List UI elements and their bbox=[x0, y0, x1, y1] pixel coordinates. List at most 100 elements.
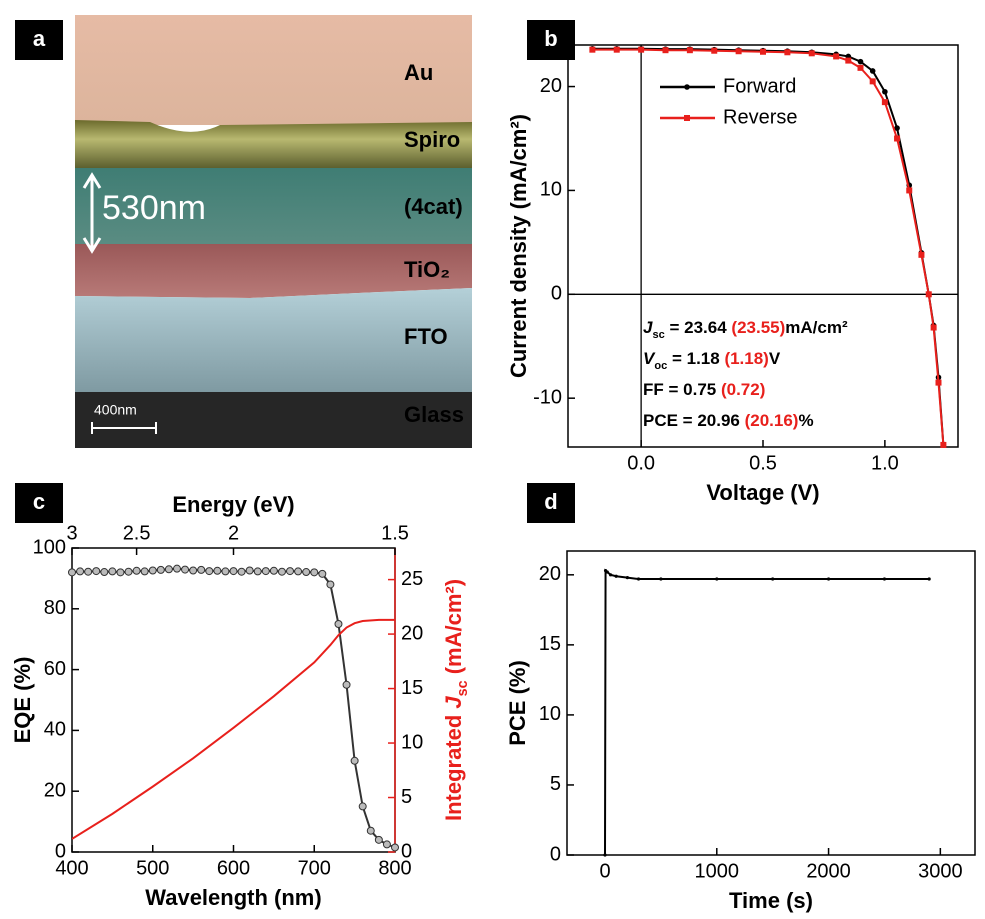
data-point bbox=[760, 48, 766, 55]
x-tick-label: 2000 bbox=[806, 860, 851, 882]
data-point bbox=[918, 251, 925, 258]
data-point bbox=[148, 566, 157, 575]
panel-label: c bbox=[33, 489, 45, 514]
data-point bbox=[221, 567, 230, 576]
text-part: (mA/cm²) bbox=[441, 579, 466, 680]
x-tick-label: 700 bbox=[298, 857, 331, 879]
data-point bbox=[124, 567, 133, 576]
x-tick-label: 800 bbox=[378, 857, 411, 879]
legend-label: Reverse bbox=[723, 106, 797, 128]
text-part: V bbox=[769, 349, 781, 368]
x-tick-label: 1000 bbox=[695, 860, 740, 882]
panel-label: b bbox=[544, 26, 557, 51]
layer-label: Glass bbox=[404, 402, 464, 427]
x-tick-label: 500 bbox=[136, 857, 169, 879]
y-tick-label: 20 bbox=[44, 779, 66, 801]
panel-label-box bbox=[527, 20, 575, 60]
plot-frame bbox=[566, 550, 976, 856]
data-point bbox=[869, 68, 876, 74]
data-point bbox=[237, 567, 246, 576]
data-point bbox=[382, 840, 391, 849]
data-point bbox=[213, 566, 222, 575]
annotation: PCE = 20.96 (20.16)% bbox=[643, 411, 814, 430]
x2-tick-label: 2 bbox=[228, 522, 239, 544]
data-point bbox=[116, 568, 125, 577]
panel-label-box bbox=[15, 20, 63, 60]
text-part: oc bbox=[654, 360, 667, 372]
data-point bbox=[181, 565, 190, 574]
data-point bbox=[894, 125, 900, 131]
data-point bbox=[374, 835, 383, 844]
data-point bbox=[686, 47, 693, 54]
data-point bbox=[662, 47, 669, 54]
annotation: Jsc = 23.64 (23.55)mA/cm² bbox=[643, 318, 848, 340]
data-point bbox=[684, 115, 690, 121]
x-tick-label: 0.0 bbox=[627, 452, 655, 474]
series-line bbox=[604, 568, 930, 855]
data-point bbox=[927, 577, 931, 581]
panel-label-box bbox=[15, 483, 63, 523]
data-point bbox=[613, 46, 620, 53]
data-point bbox=[605, 570, 609, 574]
data-point bbox=[882, 577, 887, 581]
y-tick-label: 0 bbox=[550, 843, 561, 865]
y2-tick-label: 0 bbox=[401, 840, 412, 862]
data-point bbox=[92, 567, 101, 576]
data-point bbox=[342, 680, 351, 689]
y2-tick-label: 10 bbox=[401, 731, 423, 753]
data-point bbox=[366, 826, 375, 835]
data-point bbox=[930, 324, 937, 331]
x2-axis-title: Energy (eV) bbox=[172, 492, 294, 517]
data-point bbox=[925, 291, 932, 298]
series-line bbox=[72, 618, 395, 840]
x-tick-label: 400 bbox=[55, 857, 88, 879]
data-point bbox=[318, 569, 327, 578]
data-point bbox=[711, 47, 718, 54]
y-tick-label: 5 bbox=[550, 773, 561, 795]
text-part: FF = 0.75 bbox=[643, 380, 721, 399]
data-point bbox=[603, 853, 607, 857]
x-axis-title: Voltage (V) bbox=[706, 480, 819, 505]
layer-perovskite bbox=[75, 168, 472, 244]
data-point bbox=[358, 802, 367, 811]
data-point bbox=[245, 566, 254, 575]
layer-fto bbox=[75, 288, 472, 392]
data-point bbox=[771, 577, 775, 581]
y-tick-label: 40 bbox=[44, 719, 66, 741]
layer-label: Spiro bbox=[404, 127, 460, 152]
data-point bbox=[935, 379, 942, 386]
data-point bbox=[881, 99, 888, 106]
layer-label: Au bbox=[404, 60, 433, 85]
data-point bbox=[84, 567, 93, 576]
data-point bbox=[784, 49, 791, 56]
layer-spiro bbox=[75, 120, 472, 168]
data-point bbox=[845, 57, 852, 64]
data-point bbox=[833, 53, 840, 60]
data-point bbox=[625, 576, 629, 580]
series-line bbox=[592, 48, 945, 445]
y-axis-title: Current density (mA/cm²) bbox=[506, 114, 531, 378]
sem-image: 530nm 400nm bbox=[75, 15, 472, 448]
layer-label: TiO₂ bbox=[404, 257, 450, 282]
text-part: (23.55) bbox=[731, 318, 785, 337]
data-point bbox=[940, 441, 947, 448]
layer-glass bbox=[75, 392, 472, 448]
data-point bbox=[189, 566, 198, 575]
y-tick-label: 15 bbox=[539, 633, 561, 655]
plot-frame bbox=[71, 547, 396, 853]
data-point bbox=[894, 135, 901, 142]
data-point bbox=[132, 566, 141, 575]
y-tick-label: 10 bbox=[539, 703, 561, 725]
x-tick-label: 3000 bbox=[918, 860, 963, 882]
data-point bbox=[391, 843, 399, 852]
text-part: J bbox=[643, 318, 653, 337]
data-point bbox=[100, 568, 109, 577]
y2-tick-label: 20 bbox=[401, 622, 423, 644]
data-point bbox=[68, 568, 76, 577]
data-point bbox=[638, 46, 645, 53]
data-point bbox=[659, 577, 663, 581]
x-axis-title: Time (s) bbox=[729, 888, 813, 913]
layer-label: (4cat) bbox=[404, 194, 463, 219]
x2-tick-label: 3 bbox=[66, 522, 77, 544]
